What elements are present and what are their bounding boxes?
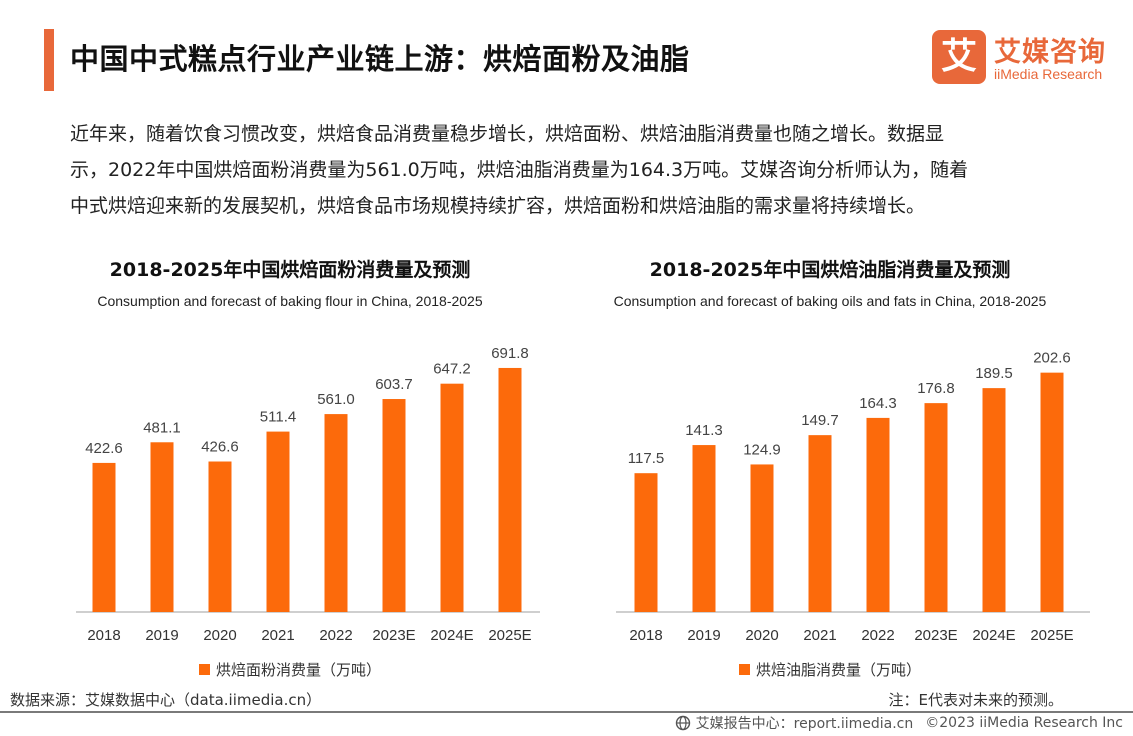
x-tick-label: 2019 bbox=[145, 627, 178, 644]
data-source: 数据来源：艾媒数据中心（data.iimedia.cn） bbox=[10, 691, 322, 709]
data-label-2019: 481.1 bbox=[143, 419, 181, 436]
legend-label: 烘焙油脂消费量（万吨） bbox=[755, 661, 921, 679]
legend-swatch bbox=[198, 664, 210, 675]
forecast-note: 注：E代表对未来的预测。 bbox=[888, 691, 1063, 709]
chart-subtitle: Consumption and forecast of baking oils … bbox=[613, 293, 1047, 309]
x-tick-label: 2018 bbox=[87, 627, 120, 644]
intro-line: 中式烘焙迎来新的发展契机，烘焙食品市场规模持续扩容，烘焙面粉和烘焙油脂的需求量将… bbox=[70, 195, 926, 217]
chart-title: 2018-2025年中国烘焙面粉消费量及预测 bbox=[109, 259, 471, 281]
data-label-2022: 561.0 bbox=[317, 391, 355, 408]
intro-paragraph: 近年来，随着饮食习惯改变，烘焙食品消费量稳步增长，烘焙面粉、烘焙油脂消费量也随之… bbox=[70, 116, 1070, 224]
legend-label: 烘焙面粉消费量（万吨） bbox=[215, 661, 381, 679]
x-tick-label: 2018 bbox=[629, 627, 662, 644]
chart-legend: 烘焙面粉消费量（万吨） bbox=[20, 659, 560, 680]
data-label-2020: 124.9 bbox=[743, 441, 781, 458]
bar-2025E bbox=[1040, 372, 1064, 612]
data-label-2025E: 202.6 bbox=[1033, 350, 1071, 367]
data-label-2018: 117.5 bbox=[628, 450, 664, 467]
bar-2023E bbox=[382, 399, 406, 612]
x-tick-label: 2021 bbox=[261, 627, 294, 644]
x-tick-label: 2022 bbox=[861, 627, 894, 644]
bar-2024E bbox=[440, 383, 464, 612]
x-tick-label: 2022 bbox=[319, 627, 352, 644]
bar-2022 bbox=[324, 414, 348, 612]
bar-2021 bbox=[808, 435, 832, 612]
logo-mark-text: 艾 bbox=[940, 36, 977, 77]
intro-line: 示，2022年中国烘焙面粉消费量为561.0万吨，烘焙油脂消费量为164.3万吨… bbox=[70, 159, 969, 181]
flour-bar-chart: 422.6 2018 481.1 2019 426.6 2020 511.4 2021 561.… bbox=[76, 345, 540, 644]
logo-cn-text: 艾媒咨询 bbox=[994, 37, 1106, 68]
logo-mark-icon bbox=[932, 30, 986, 84]
footer-divider bbox=[0, 711, 1133, 713]
bar-2018 bbox=[92, 462, 116, 612]
data-label-2021: 511.4 bbox=[260, 409, 296, 426]
footer-copyright: ©2023 iiMedia Research Inc bbox=[925, 715, 1123, 731]
x-tick-label: 2025E bbox=[488, 627, 531, 644]
data-label-2019: 141.3 bbox=[685, 422, 723, 439]
bar-2021 bbox=[266, 431, 290, 612]
data-label-2021: 149.7 bbox=[801, 412, 839, 429]
page-title: 中国中式糕点行业产业链上游：烘焙面粉及油脂 bbox=[70, 42, 690, 76]
x-tick-label: 2024E bbox=[972, 627, 1015, 644]
flour-chart: 2018-2025年中国烘焙面粉消费量及预测 Consumption and f… bbox=[20, 255, 560, 695]
bar-2025E bbox=[498, 367, 522, 612]
data-label-2020: 426.6 bbox=[201, 439, 239, 456]
bar-2019 bbox=[150, 442, 174, 612]
bar-2024E bbox=[982, 388, 1006, 612]
bar-2022 bbox=[866, 417, 890, 612]
bar-2019 bbox=[692, 445, 716, 612]
data-label-2018: 422.6 bbox=[85, 440, 123, 457]
data-label-2023E: 176.8 bbox=[917, 380, 955, 397]
bar-2020 bbox=[208, 461, 232, 612]
oils-chart: 2018-2025年中国烘焙油脂消费量及预测 Consumption and f… bbox=[560, 255, 1100, 695]
x-tick-label: 2019 bbox=[687, 627, 720, 644]
logo-en-text: iiMedia Research bbox=[994, 66, 1103, 82]
data-label-2023E: 603.7 bbox=[375, 376, 413, 393]
x-tick-label: 2020 bbox=[745, 627, 778, 644]
title-accent-bar bbox=[44, 29, 54, 91]
chart-legend: 烘焙油脂消费量（万吨） bbox=[560, 659, 1100, 680]
chart-title: 2018-2025年中国烘焙油脂消费量及预测 bbox=[649, 259, 1011, 281]
bar-2020 bbox=[750, 464, 774, 612]
footer: 艾媒报告中心：report.iimedia.cn ©2023 iiMedia R… bbox=[675, 713, 1123, 733]
intro-line: 近年来，随着饮食习惯改变，烘焙食品消费量稳步增长，烘焙面粉、烘焙油脂消费量也随之… bbox=[70, 123, 945, 145]
globe-icon bbox=[675, 715, 690, 731]
x-tick-label: 2024E bbox=[430, 627, 473, 644]
legend-swatch bbox=[738, 664, 750, 675]
data-label-2025E: 691.8 bbox=[491, 345, 529, 362]
data-label-2022: 164.3 bbox=[859, 395, 897, 412]
iimedia-logo: 艾 艾媒咨询 iiMedia Research bbox=[932, 30, 1122, 90]
data-label-2024E: 189.5 bbox=[975, 365, 1013, 382]
footer-report-link[interactable]: 艾媒报告中心：report.iimedia.cn bbox=[695, 716, 914, 732]
bar-2018 bbox=[634, 473, 658, 612]
x-tick-label: 2023E bbox=[914, 627, 957, 644]
bar-2023E bbox=[924, 403, 948, 612]
oils-bar-chart: 117.5 2018 141.3 2019 124.9 2020 149.7 2021 164.… bbox=[616, 350, 1090, 644]
x-tick-label: 2025E bbox=[1030, 627, 1073, 644]
chart-subtitle: Consumption and forecast of baking flour… bbox=[97, 293, 483, 309]
x-tick-label: 2020 bbox=[203, 627, 236, 644]
x-tick-label: 2023E bbox=[372, 627, 415, 644]
data-label-2024E: 647.2 bbox=[433, 361, 471, 378]
x-tick-label: 2021 bbox=[803, 627, 836, 644]
